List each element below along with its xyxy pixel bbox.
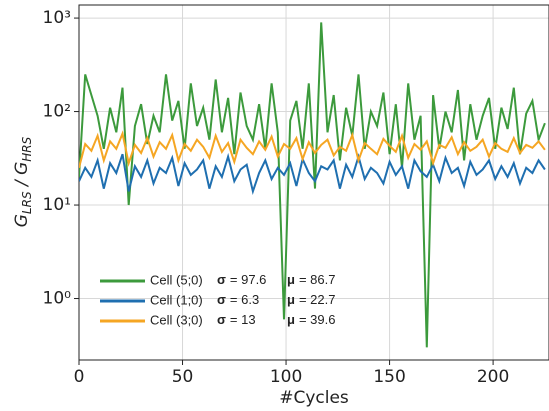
sigma-symbol: σ <box>217 292 226 307</box>
y-tick-label: 10² <box>43 102 71 122</box>
sigma-symbol: σ <box>217 312 226 327</box>
legend-sigma: σ = 13 <box>217 312 256 327</box>
x-tick-label: 50 <box>172 367 194 387</box>
x-tick-label: 100 <box>270 367 302 387</box>
mu-value: = 39.6 <box>299 312 336 327</box>
y-tick-label: 10¹ <box>43 195 71 215</box>
legend-sigma: σ = 6.3 <box>217 292 259 307</box>
legend-label: Cell (3;0) <box>150 312 203 327</box>
x-axis-label: #Cycles <box>279 388 349 408</box>
legend-sigma: σ = 97.6 <box>217 272 266 287</box>
sigma-symbol: σ <box>217 272 226 287</box>
legend-label: Cell (5;0) <box>150 272 203 287</box>
x-tick-label: 150 <box>373 367 405 387</box>
y-tick-label: 10³ <box>43 8 71 28</box>
series-line <box>79 22 546 348</box>
x-tick-label: 200 <box>477 367 509 387</box>
mu-symbol: μ <box>287 312 295 327</box>
x-tick-label: 0 <box>74 367 85 387</box>
sigma-value: = 13 <box>230 312 256 327</box>
series-line <box>79 152 546 196</box>
sigma-value: = 97.6 <box>230 272 267 287</box>
mu-value: = 22.7 <box>299 292 336 307</box>
legend-mu: μ = 22.7 <box>287 292 335 307</box>
y-tick-label: 10⁰ <box>43 289 72 309</box>
y-label-part: LRS <box>20 191 34 214</box>
series-line <box>79 130 546 169</box>
y-label-part: / G <box>12 162 32 192</box>
mu-value: = 86.7 <box>299 272 336 287</box>
legend-mu: μ = 86.7 <box>287 272 335 287</box>
y-label-part: HRS <box>20 136 34 161</box>
plot-frame <box>78 4 549 361</box>
mu-symbol: μ <box>287 292 295 307</box>
legend-label: Cell (1;0) <box>150 292 203 307</box>
sigma-value: = 6.3 <box>230 292 259 307</box>
legend-mu: μ = 39.6 <box>287 312 335 327</box>
y-axis-label: GLRS / GHRS <box>12 136 34 227</box>
mu-symbol: μ <box>287 272 295 287</box>
y-label-part: G <box>12 214 32 227</box>
